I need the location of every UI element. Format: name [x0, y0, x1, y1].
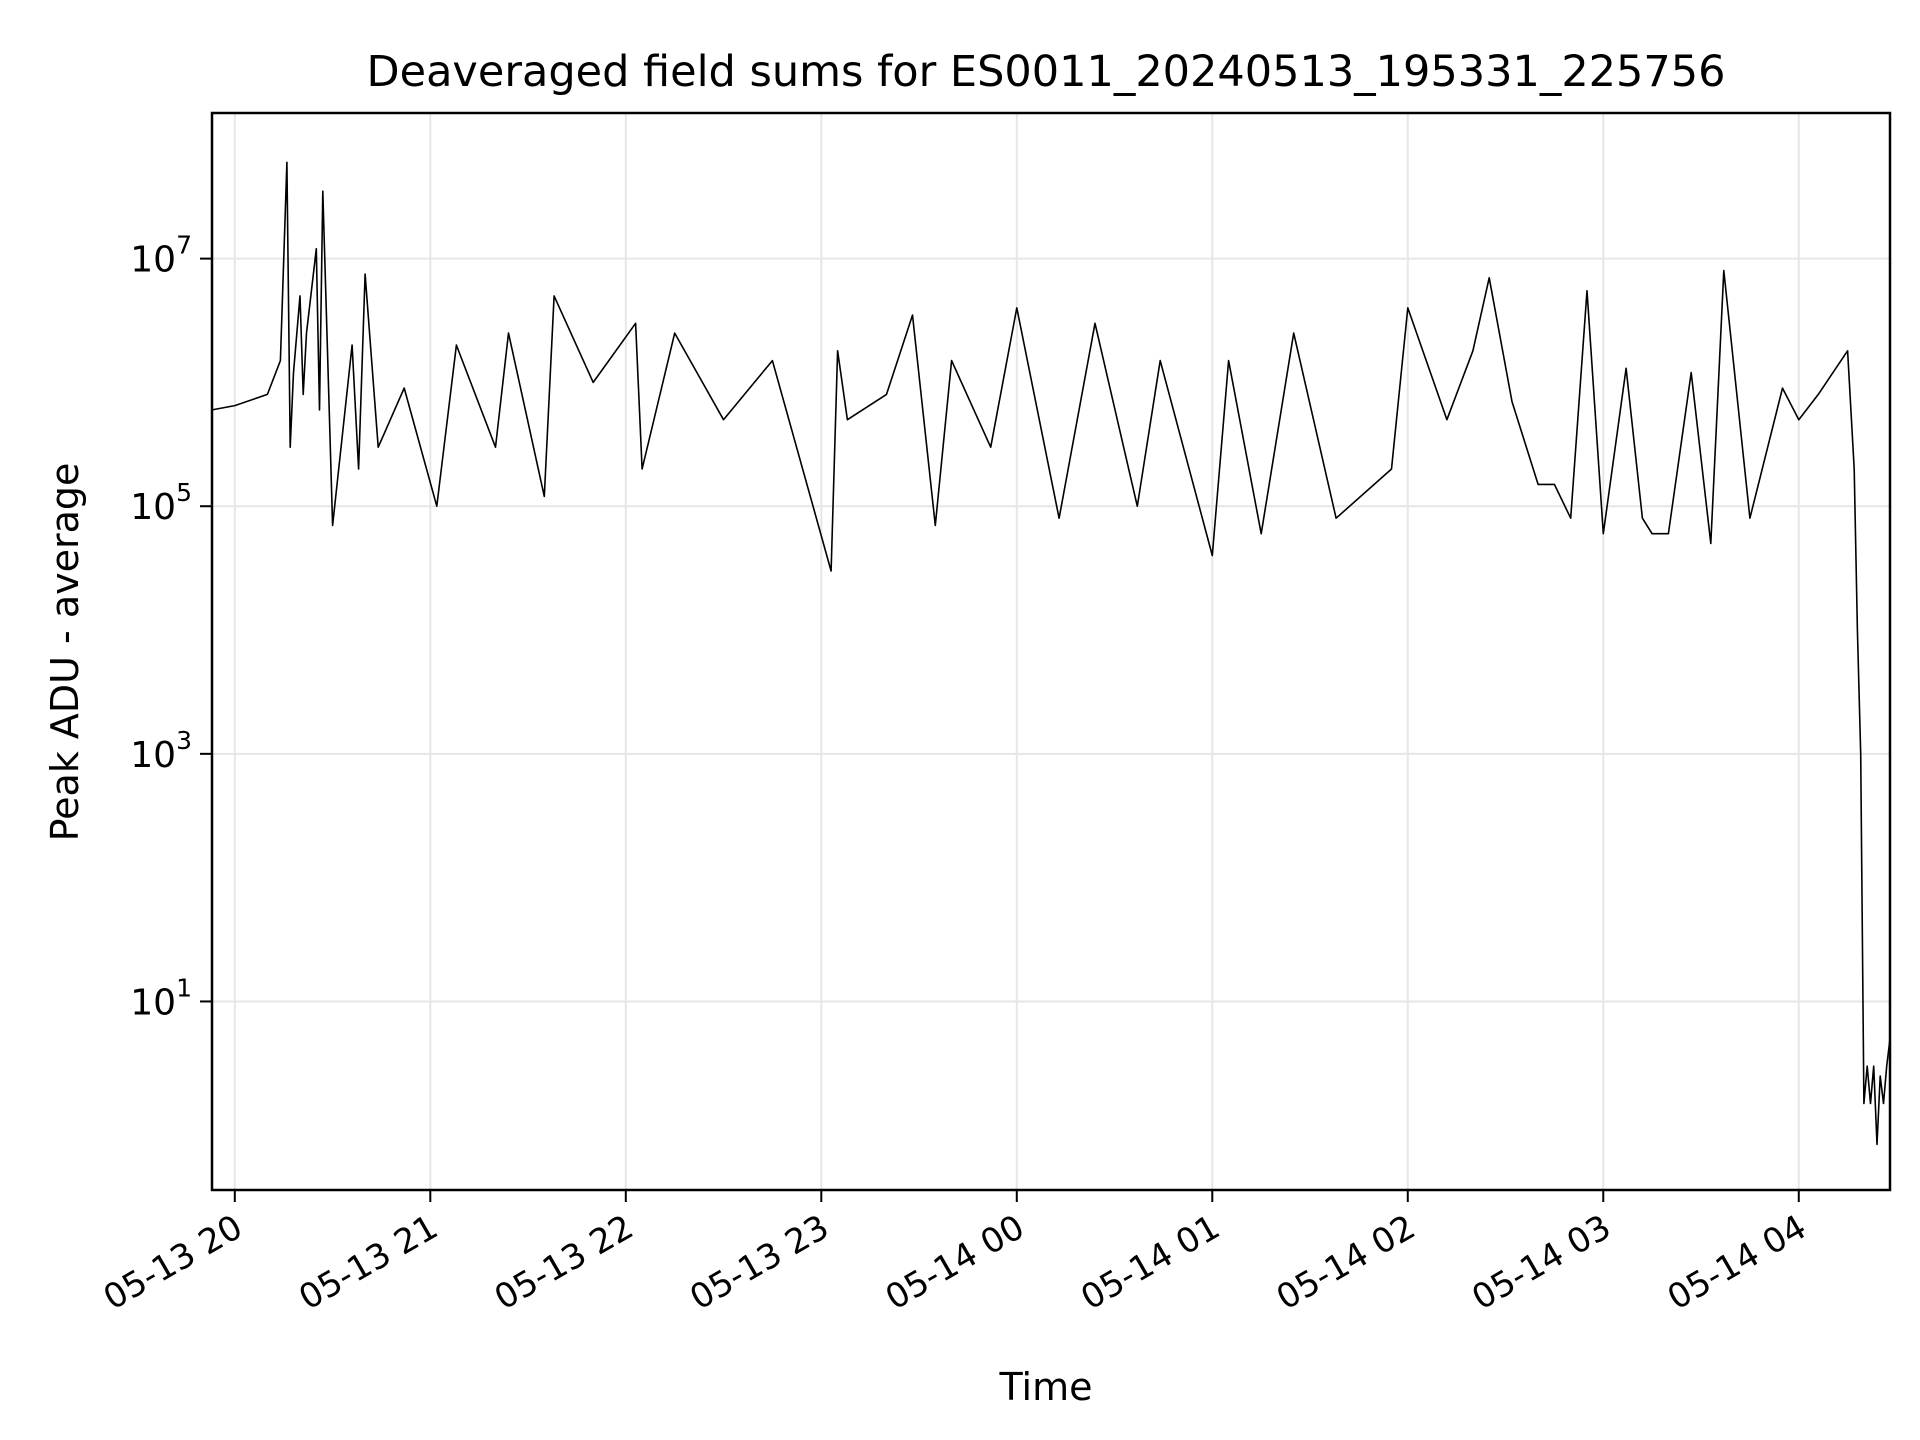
chart-title: Deaveraged field sums for ES0011_2024051… [367, 47, 1726, 97]
x-tick-label: 05-13 22 [488, 1207, 640, 1318]
y-tick-label: 107 [130, 231, 192, 281]
x-tick-label: 05-13 21 [292, 1207, 444, 1318]
y-tick-label: 105 [130, 478, 192, 528]
x-tick-label: 05-14 04 [1661, 1207, 1813, 1318]
x-tick-label: 05-14 02 [1270, 1207, 1422, 1318]
grid-lines [212, 113, 1890, 1190]
x-tick-label: 05-14 03 [1465, 1207, 1617, 1318]
x-tick-label: 05-14 01 [1074, 1207, 1226, 1318]
x-tick-label: 05-13 23 [683, 1207, 835, 1318]
y-axis-ticks: 101 103 105 107 [130, 231, 212, 1023]
x-tick-label: 05-13 20 [97, 1207, 249, 1318]
y-axis-label: Peak ADU - average [43, 463, 87, 842]
plot-frame [210, 111, 1892, 1192]
x-axis-label: Time [999, 1365, 1093, 1409]
y-tick-label: 101 [130, 973, 192, 1023]
series-line-group [211, 161, 1891, 1146]
series-line [211, 161, 1891, 1146]
y-tick-label: 103 [130, 726, 192, 776]
x-axis-ticks: 05-13 20 05-13 21 05-13 22 05-13 23 05-14 00… [97, 1190, 1813, 1318]
x-tick-label: 05-14 00 [879, 1207, 1031, 1318]
